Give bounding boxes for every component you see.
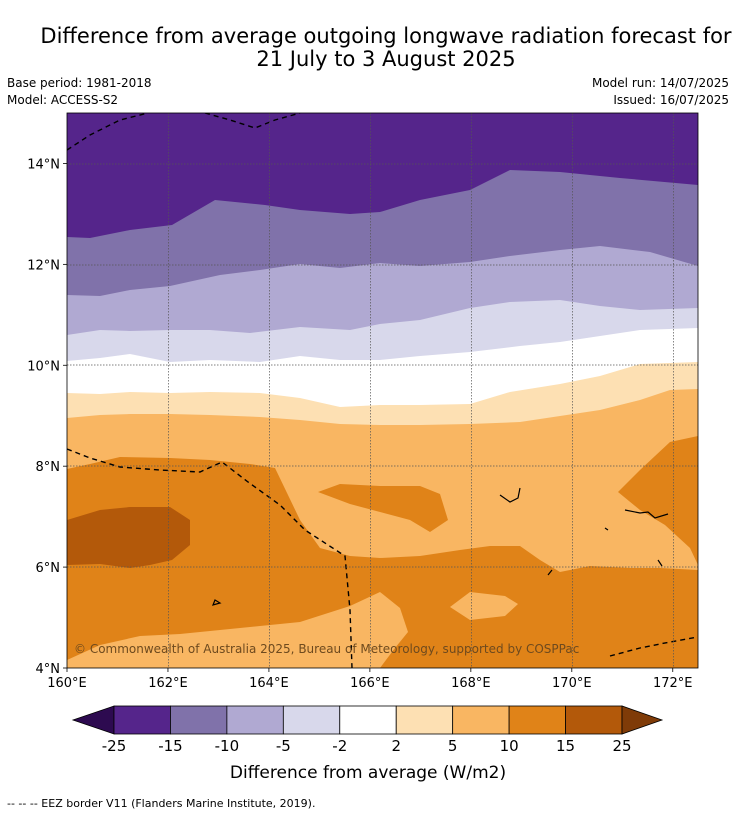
island-outlines — [211, 487, 669, 606]
band-plus5-south — [67, 592, 408, 668]
colorbar: -25 -15 -10 -5 -2 2 5 10 15 25 — [71, 705, 664, 755]
band-plus10-blob — [318, 484, 448, 532]
plot-frame — [66, 112, 699, 669]
colorbar-label: Difference from average (W/m2) — [230, 763, 506, 783]
colorbar-bin — [508, 705, 566, 735]
grid-lines — [67, 113, 698, 668]
x-tick-label: 168°E — [451, 676, 491, 691]
colorbar-tick-label: -2 — [332, 737, 347, 755]
base-period: Base period: 1981-2018 — [7, 76, 152, 90]
x-axis: 160°E 162°E 164°E 166°E 168°E 170°E 172°E — [47, 668, 693, 691]
issued-date: Issued: 16/07/2025 — [613, 93, 729, 107]
colorbar-extend-low — [71, 705, 115, 735]
y-tick-label: 4°N — [36, 662, 61, 677]
y-tick-label: 10°N — [27, 359, 60, 374]
colorbar-tick-label: -25 — [102, 737, 127, 755]
colorbar-bin — [282, 705, 341, 735]
colorbar-tick-label: 10 — [500, 737, 519, 755]
colorbar-tick-label: 2 — [391, 737, 401, 755]
band-plus5-pocket — [450, 592, 518, 620]
map-plot-area: © Commonwealth of Australia 2025, Bureau… — [67, 113, 698, 668]
eez-legend-text: -- -- -- EEZ border V11 (Flanders Marine… — [7, 797, 316, 810]
y-tick-label: 8°N — [36, 460, 61, 475]
chart-title-line1: Difference from average outgoing longwav… — [40, 24, 732, 48]
model-run: Model run: 14/07/2025 — [591, 76, 729, 90]
band-plus15 — [67, 507, 190, 568]
x-tick-label: 160°E — [47, 676, 87, 691]
colorbar-tick-label: -5 — [276, 737, 291, 755]
colorbar-bin — [452, 705, 510, 735]
y-axis: 14°N 12°N 10°N 8°N 6°N 4°N — [27, 157, 67, 677]
chart-title-line2: 21 July to 3 August 2025 — [256, 47, 516, 71]
x-tick-label: 166°E — [350, 676, 390, 691]
colorbar-bin — [113, 705, 171, 735]
copyright-text: © Commonwealth of Australia 2025, Bureau… — [74, 642, 579, 656]
colorbar-tick-label: 25 — [612, 737, 631, 755]
colorbar-tick-label: -10 — [215, 737, 240, 755]
x-tick-label: 170°E — [552, 676, 592, 691]
colorbar-tick-label: 5 — [448, 737, 458, 755]
colorbar-bin — [565, 705, 623, 735]
band-plus10-east — [618, 436, 698, 565]
y-tick-label: 14°N — [27, 157, 60, 172]
colorbar-extend-high — [621, 705, 664, 735]
colorbar-bin — [226, 705, 284, 735]
model-name: Model: ACCESS-S2 — [7, 93, 119, 107]
x-tick-label: 162°E — [148, 676, 188, 691]
y-tick-label: 12°N — [27, 258, 60, 273]
colorbar-bin — [170, 705, 228, 735]
colorbar-tick-label: 15 — [556, 737, 575, 755]
band-plus10-main — [67, 457, 698, 668]
x-tick-label: 164°E — [249, 676, 289, 691]
colorbar-tick-label: -15 — [158, 737, 183, 755]
colorbar-bin — [339, 705, 397, 735]
colorbar-bin — [395, 705, 454, 735]
y-tick-label: 6°N — [36, 561, 61, 576]
x-tick-label: 172°E — [653, 676, 693, 691]
